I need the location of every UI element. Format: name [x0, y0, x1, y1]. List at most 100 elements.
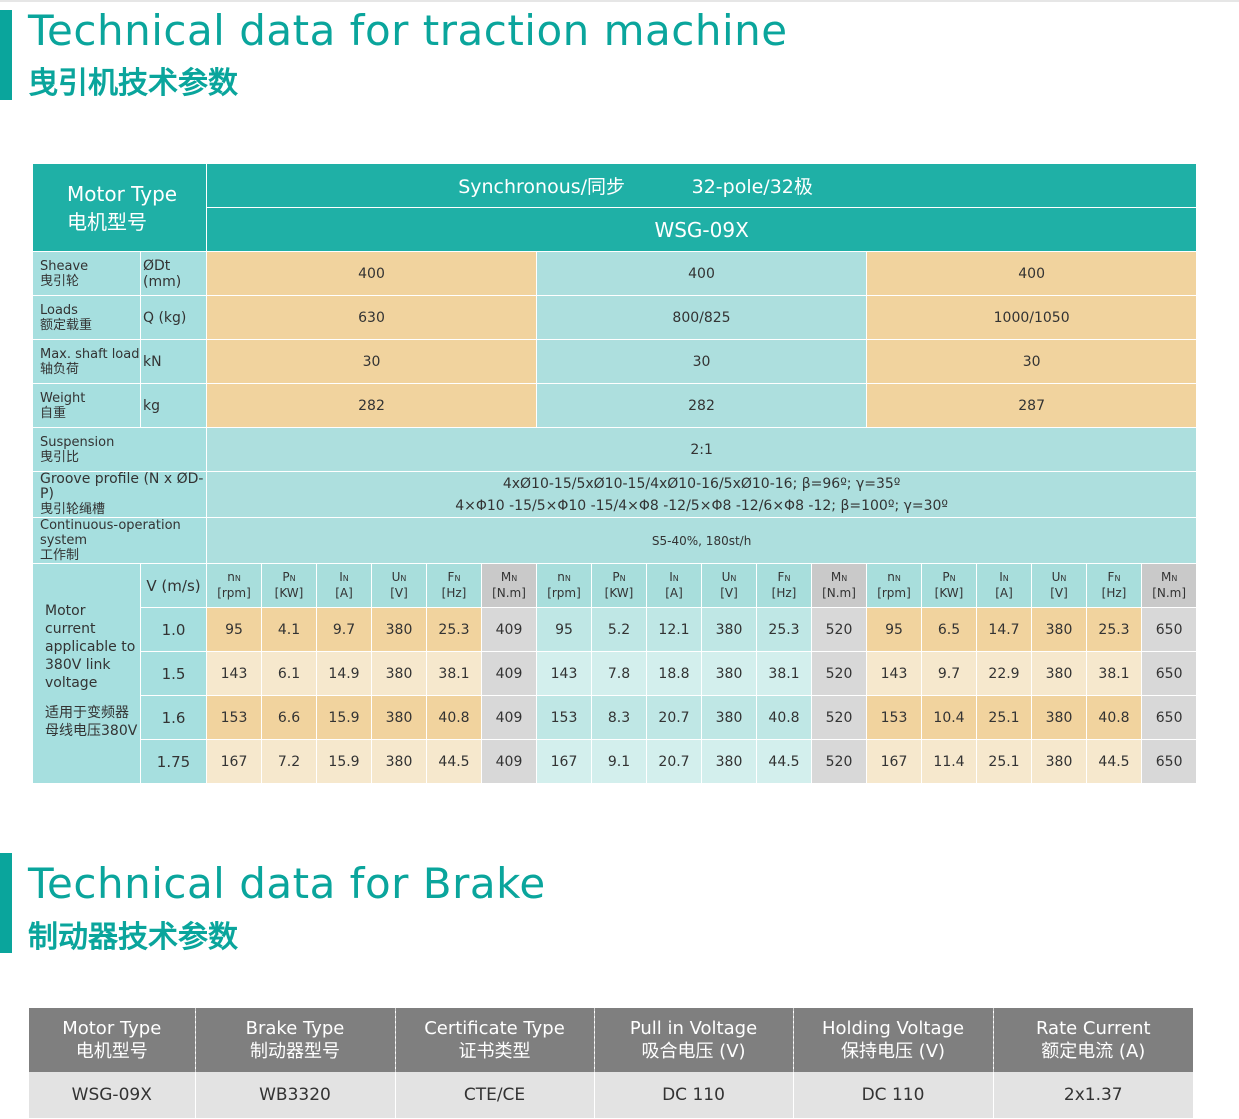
- brake-header: Motor Type 电机型号: [29, 1008, 196, 1072]
- brake-row: WSG-09X WB3320 CTE/CE DC 110 DC 110 2x1.…: [29, 1072, 1193, 1118]
- param-header: FN [Hz]: [1086, 563, 1142, 608]
- table-row: Sheave 曳引轮 ØDt (mm) 400 400 400: [32, 251, 1198, 296]
- table-cell: 14.9: [316, 651, 372, 696]
- table-cell: 95: [206, 607, 262, 652]
- cell: 30: [206, 339, 537, 384]
- table-cell: 380: [701, 651, 757, 696]
- poles-label: 32-pole/32极: [691, 176, 813, 198]
- synchronous-label: Synchronous/同步: [458, 176, 626, 198]
- table-cell: 8.3: [591, 695, 647, 740]
- brake-data-table: Motor Type 电机型号 Brake Type 制动器型号 Certifica…: [29, 1008, 1193, 1118]
- continuous-label: Continuous-operation system 工作制: [32, 517, 207, 564]
- table-row: Loads 额定载重 Q (kg) 630 800/825 1000/1050: [32, 295, 1198, 340]
- table-cell: 380: [701, 607, 757, 652]
- param-header: IN [A]: [316, 563, 372, 608]
- suspension-label: Suspension 曳引比: [32, 427, 207, 472]
- table-cell: 153: [206, 695, 262, 740]
- speed-header: V (m/s): [140, 563, 207, 608]
- table-cell: 380: [1031, 695, 1087, 740]
- speed-value: 1.75: [140, 739, 207, 784]
- param-header: PN [KW]: [261, 563, 317, 608]
- suspension-value: 2:1: [205, 427, 1198, 472]
- table-cell: 22.9: [976, 651, 1032, 696]
- speed-row: 1.5 143 6.1 14.9 380 38.1 409 143 7.8 18.8 380 38.1…: [33, 651, 1198, 696]
- brake-cell: WSG-09X: [29, 1072, 196, 1118]
- param-header: IN [A]: [976, 563, 1032, 608]
- table-row: Suspension 曳引比 2:1: [32, 427, 1198, 472]
- table-cell: 5.2: [591, 607, 647, 652]
- table-cell: 7.2: [261, 739, 317, 784]
- speed-value: 1.5: [140, 651, 207, 696]
- groove-value: 4xØ10-15/5xØ10-15/4xØ10-16/5xØ10-16; β=9…: [205, 471, 1198, 518]
- cell: 400: [206, 251, 537, 296]
- param-header: UN [V]: [371, 563, 427, 608]
- table-row: Continuous-operation system 工作制 S5-40%, 1…: [32, 517, 1198, 564]
- param-header: FN [Hz]: [756, 563, 812, 608]
- table-cell: 25.3: [426, 607, 482, 652]
- table-cell: 4.1: [261, 607, 317, 652]
- section-title-en: Technical data for Brake: [28, 859, 546, 908]
- table-cell: 409: [481, 607, 537, 652]
- section-title-cn: 制动器技术参数: [28, 920, 238, 955]
- row-label: Loads 额定载重: [32, 295, 141, 340]
- table-cell: 380: [371, 607, 427, 652]
- table-cell: 38.1: [426, 651, 482, 696]
- brake-cell: DC 110: [594, 1072, 794, 1118]
- table-cell: 650: [1140, 607, 1198, 652]
- speed-row: 1.75 167 7.2 15.9 380 44.5 409 167 9.1 20.7 380 44.…: [33, 739, 1198, 784]
- row-unit: Q (kg): [140, 295, 207, 340]
- brake-header: Holding Voltage 保持电压 (V): [793, 1008, 994, 1072]
- speed-value: 1.6: [140, 695, 207, 740]
- table-cell: 20.7: [646, 695, 702, 740]
- cell: 400: [865, 251, 1198, 296]
- table-cell: 9.7: [921, 651, 977, 696]
- groove-label: Groove profile (N x ØD-P) 曳引轮绳槽: [32, 471, 207, 518]
- table-cell: 153: [866, 695, 922, 740]
- cell: 30: [865, 339, 1198, 384]
- table-cell: 40.8: [1086, 695, 1142, 740]
- param-header: UN [V]: [1031, 563, 1087, 608]
- row-label: Sheave 曳引轮: [32, 251, 141, 296]
- speed-row: 1.0 95 4.1 9.7 380 25.3 409 95 5.2 12.1 380 25.3 520…: [33, 607, 1198, 652]
- table-cell: 25.3: [756, 607, 812, 652]
- table-cell: 6.1: [261, 651, 317, 696]
- table-cell: 6.6: [261, 695, 317, 740]
- param-header: PN [KW]: [591, 563, 647, 608]
- table-cell: 44.5: [426, 739, 482, 784]
- table-cell: 650: [1140, 651, 1198, 696]
- brake-header: Rate Current 额定电流 (A): [993, 1008, 1193, 1072]
- table-cell: 143: [206, 651, 262, 696]
- table-cell: 380: [1031, 739, 1087, 784]
- brake-header: Certificate Type 证书类型: [395, 1008, 595, 1072]
- param-header: IN [A]: [646, 563, 702, 608]
- cell: 282: [206, 383, 537, 428]
- motor-type-cn: 电机型号: [67, 209, 147, 234]
- cell: 400: [536, 251, 867, 296]
- table-cell: 95: [536, 607, 592, 652]
- brake-cell: WB3320: [195, 1072, 396, 1118]
- param-header-row: Motor current applicable to 380V link vo…: [32, 563, 1198, 784]
- brake-header-row: Motor Type 电机型号 Brake Type 制动器型号 Certifica…: [29, 1008, 1193, 1072]
- table-cell: 38.1: [1086, 651, 1142, 696]
- brake-cell: 2x1.37: [993, 1072, 1193, 1118]
- table-cell: 650: [1140, 739, 1198, 784]
- cell: 630: [206, 295, 537, 340]
- table-cell: 380: [1031, 651, 1087, 696]
- param-header: PN [KW]: [921, 563, 977, 608]
- row-unit: kN: [140, 339, 207, 384]
- param-header: MN [N.m]: [811, 563, 867, 608]
- table-cell: 143: [536, 651, 592, 696]
- param-header: FN [Hz]: [426, 563, 482, 608]
- table-cell: 520: [811, 739, 867, 784]
- table-row: Weight 自重 kg 282 282 287: [32, 383, 1198, 428]
- brake-header: Brake Type 制动器型号: [195, 1008, 396, 1072]
- table-cell: 95: [866, 607, 922, 652]
- brake-header: Pull in Voltage 吸合电压 (V): [594, 1008, 794, 1072]
- table-cell: 7.8: [591, 651, 647, 696]
- table-cell: 38.1: [756, 651, 812, 696]
- section-accent-bar: [0, 10, 12, 100]
- table-cell: 153: [536, 695, 592, 740]
- cell: 800/825: [536, 295, 867, 340]
- table-cell: 11.4: [921, 739, 977, 784]
- table-cell: 409: [481, 651, 537, 696]
